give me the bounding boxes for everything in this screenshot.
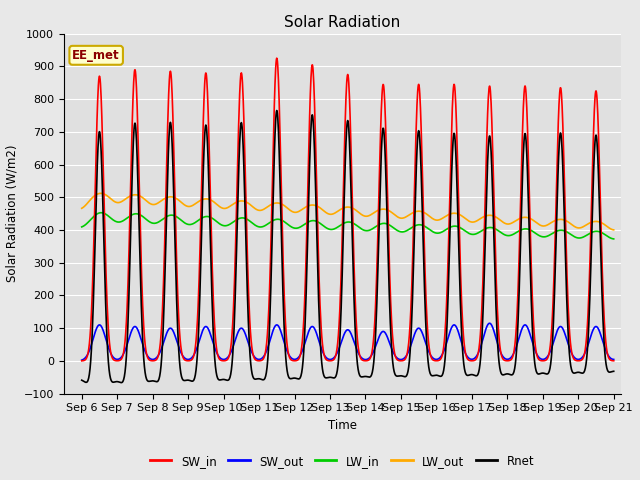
LW_out	[78, 205, 86, 211]
Rnet	[610, 368, 618, 374]
LW_out	[291, 209, 298, 215]
SW_in	[409, 261, 417, 267]
SW_in	[78, 358, 86, 364]
LW_out	[97, 191, 104, 196]
Rnet	[273, 108, 280, 113]
Rnet	[362, 373, 369, 379]
SW_out	[290, 357, 298, 362]
SW_in	[92, 184, 99, 190]
SW_out	[92, 329, 99, 335]
LW_in	[436, 230, 444, 236]
Y-axis label: Solar Radiation (W/m2): Solar Radiation (W/m2)	[5, 145, 19, 282]
Line: LW_in: LW_in	[82, 213, 614, 239]
Rnet	[324, 375, 332, 381]
Text: EE_met: EE_met	[72, 49, 120, 62]
SW_out	[436, 355, 444, 361]
Rnet	[92, 233, 99, 239]
SW_in	[291, 358, 298, 364]
Title: Solar Radiation: Solar Radiation	[284, 15, 401, 30]
LW_out	[409, 210, 417, 216]
Rnet	[291, 375, 299, 381]
SW_in	[273, 55, 280, 61]
SW_out	[610, 357, 618, 362]
LW_in	[291, 225, 298, 231]
Line: SW_in: SW_in	[82, 58, 614, 361]
LW_in	[610, 236, 618, 242]
LW_out	[436, 217, 444, 223]
Rnet	[78, 377, 86, 383]
SW_out	[323, 355, 331, 361]
LW_out	[362, 213, 369, 219]
SW_in	[362, 358, 369, 364]
LW_in	[97, 210, 105, 216]
LW_in	[92, 212, 99, 218]
Rnet	[436, 373, 444, 379]
Legend: SW_in, SW_out, LW_in, LW_out, Rnet: SW_in, SW_out, LW_in, LW_out, Rnet	[145, 450, 540, 472]
LW_in	[78, 224, 86, 230]
Rnet	[409, 285, 417, 291]
LW_in	[323, 226, 331, 231]
LW_in	[409, 224, 417, 230]
Line: LW_out: LW_out	[82, 193, 614, 230]
X-axis label: Time: Time	[328, 419, 357, 432]
LW_out	[92, 192, 99, 198]
SW_in	[610, 358, 618, 364]
SW_in	[323, 358, 331, 363]
SW_out	[486, 320, 493, 326]
Line: SW_out: SW_out	[82, 323, 614, 360]
Rnet	[117, 380, 125, 385]
Line: Rnet: Rnet	[82, 110, 614, 383]
SW_out	[408, 338, 416, 344]
SW_out	[78, 357, 86, 363]
SW_out	[361, 357, 369, 362]
LW_out	[323, 210, 331, 216]
LW_out	[610, 227, 618, 233]
SW_in	[436, 357, 444, 363]
LW_in	[362, 228, 369, 233]
